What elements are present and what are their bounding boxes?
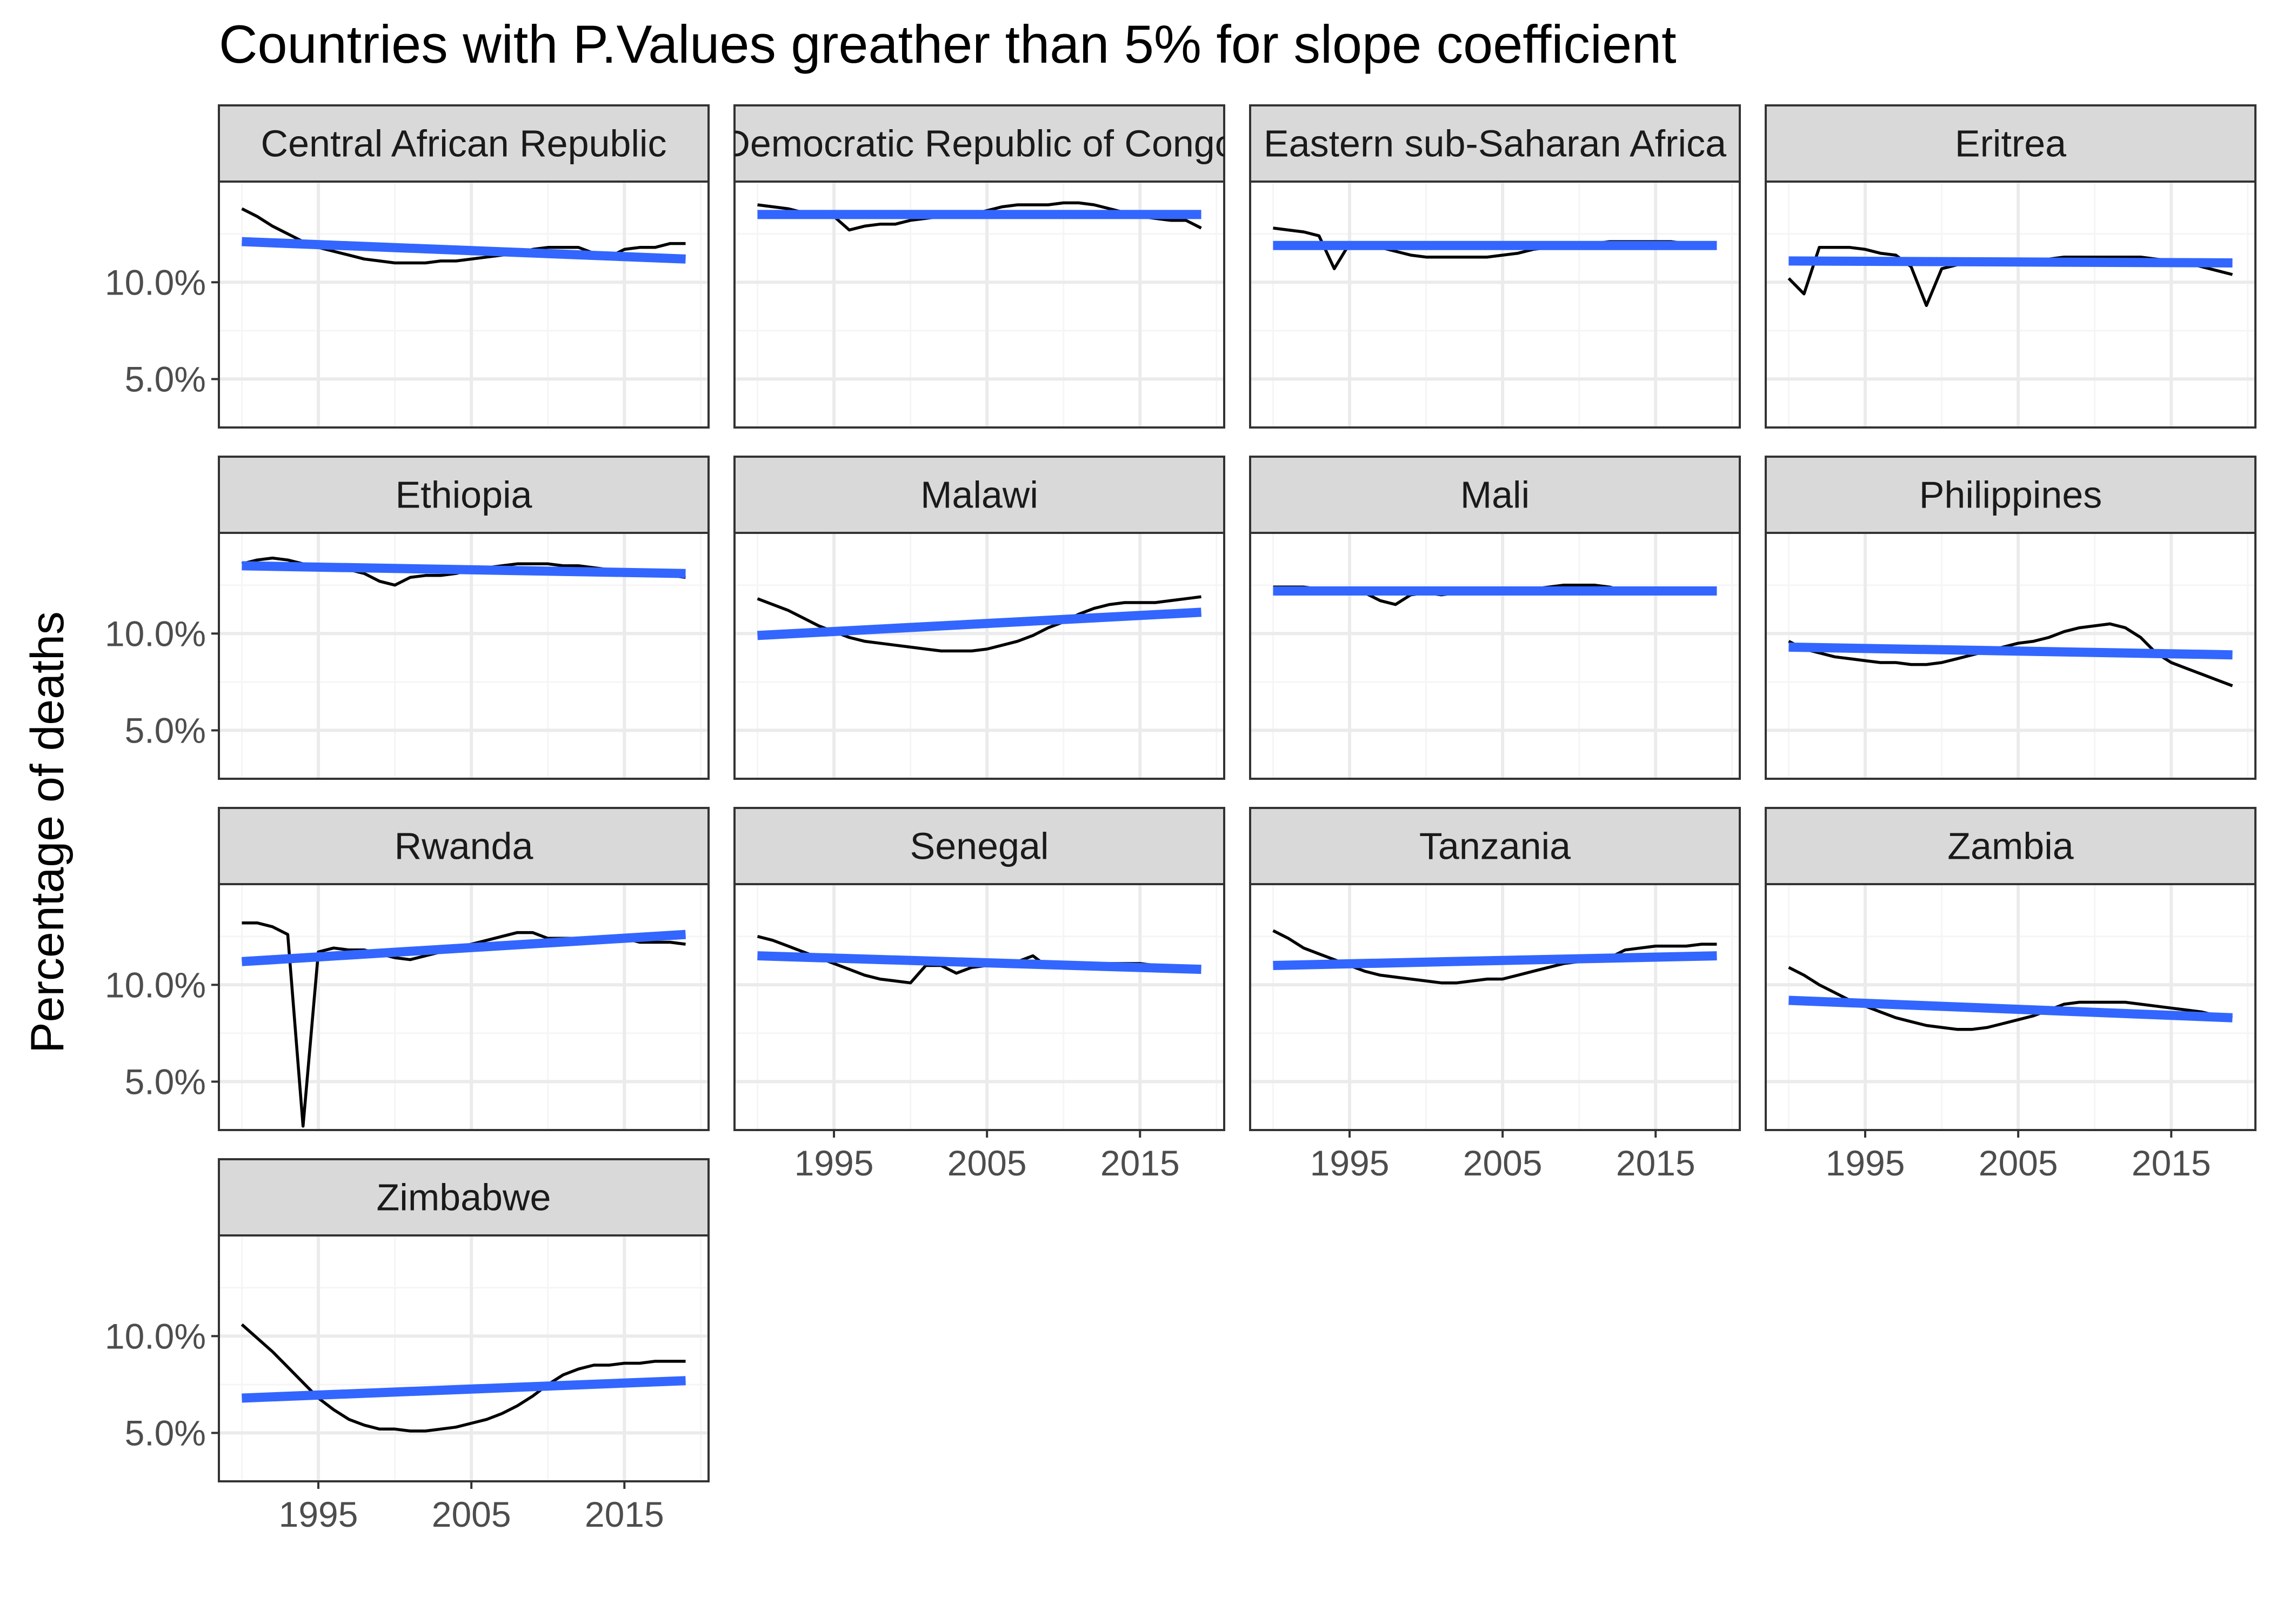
facet-strip: [1765, 807, 2256, 885]
y-tick-label: 10.0%: [105, 965, 206, 1005]
fit-line-zimbabwe: [242, 1376, 686, 1403]
facet-strip-label: Malawi: [920, 474, 1038, 516]
facet-panel-senegal: Senegal 1995 2005 2015: [733, 807, 1225, 1183]
x-tick-label: 1995: [794, 1143, 874, 1183]
x-tick-label: 2015: [1100, 1143, 1180, 1183]
fit-line-eritrea: [1788, 256, 2233, 268]
facet-strip-label: Central African Republic: [261, 123, 667, 165]
panel-background: [1250, 884, 1740, 1130]
panel-grid: [735, 884, 1224, 1130]
panel-grid: [1250, 182, 1740, 427]
panel-background: [735, 884, 1224, 1130]
panel-background: [1766, 182, 2255, 427]
panel-background: [219, 1235, 709, 1481]
facet-strip-label: Senegal: [910, 825, 1049, 867]
panel-background: [1250, 533, 1740, 779]
fit-line-senegal: [757, 951, 1201, 974]
fit-line-malawi: [757, 607, 1201, 640]
facet-strip: [1249, 104, 1741, 183]
x-tick-label: 2015: [2132, 1143, 2211, 1183]
facet-strip: [218, 807, 710, 885]
panel-grid: [1250, 533, 1740, 779]
y-tick-label: 5.0%: [125, 710, 206, 750]
x-tick-label: 2015: [1616, 1143, 1695, 1183]
facet-strip: [218, 1158, 710, 1237]
facet-strip: [1249, 807, 1741, 885]
facet-panel-rwanda: Rwanda 5.0% 10.0%: [105, 807, 710, 1131]
x-tick-label: 2005: [1463, 1143, 1543, 1183]
panel-grid: [735, 182, 1224, 427]
x-tick-label: 2005: [432, 1494, 511, 1534]
facet-panel-philippines: Philippines: [1765, 456, 2256, 780]
x-tick-label: 1995: [279, 1494, 358, 1534]
fit-line-philippines: [1788, 642, 2233, 660]
facet-panel-mali: Mali: [1249, 456, 1741, 780]
panel-background: [735, 182, 1224, 427]
facet-panel-malawi: Malawi: [733, 456, 1225, 780]
facet-strip: [733, 807, 1225, 885]
x-tick-label: 2005: [1979, 1143, 2058, 1183]
facet-strip: [218, 104, 710, 183]
facet-strip: [1765, 104, 2256, 183]
x-tick-label: 2015: [585, 1494, 664, 1534]
fit-line-rwanda: [241, 930, 686, 966]
fit-line-tanzania: [1273, 951, 1717, 970]
y-tick-label: 10.0%: [105, 262, 206, 302]
facet-strip: [1249, 456, 1741, 534]
facet-panel-ethiopia: Ethiopia 5.0% 10.0%: [105, 456, 710, 780]
y-tick-label: 5.0%: [125, 1061, 206, 1101]
facet-panel-democratic-republic-of-congo: Democratic Republic of Congo: [723, 104, 1236, 429]
panel-background: [735, 533, 1224, 779]
y-tick-label: 5.0%: [125, 359, 206, 399]
facet-strip-label: Eastern sub-Saharan Africa: [1264, 123, 1726, 165]
facet-strip: [733, 104, 1225, 183]
facet-panel-eastern-sub-saharan-africa: Eastern sub-Saharan Africa: [1249, 104, 1741, 429]
x-tick-label: 1995: [1826, 1143, 1905, 1183]
facet-panel-tanzania: Tanzania 1995 2005 2015: [1249, 807, 1741, 1183]
chart-title: Countries with P.Values greather than 5%…: [219, 14, 1677, 74]
facet-strip-label: Zambia: [1947, 825, 2073, 867]
facet-panels: Central African Republic 5.0% 10.0% Democra…: [105, 104, 2256, 1534]
facet-panel-zimbabwe: Zimbabwe 5.0% 10.0% 1995 2005 2015: [105, 1158, 710, 1534]
facet-strip-label: Ethiopia: [396, 474, 532, 516]
y-tick-label: 5.0%: [125, 1413, 206, 1453]
y-tick-label: 10.0%: [105, 613, 206, 653]
facet-panel-zambia: Zambia 1995 2005 2015: [1765, 807, 2256, 1183]
facet-panel-eritrea: Eritrea: [1765, 104, 2256, 429]
facet-strip-label: Tanzania: [1419, 825, 1571, 867]
facet-strip-label: Democratic Republic of Congo: [723, 123, 1236, 165]
facet-strip-label: Mali: [1460, 474, 1530, 516]
facet-strip-label: Philippines: [1919, 474, 2102, 516]
facet-strip: [733, 456, 1225, 534]
y-tick-label: 10.0%: [105, 1316, 206, 1356]
x-tick-label: 1995: [1310, 1143, 1390, 1183]
fit-line-ethiopia: [242, 561, 686, 578]
x-tick-label: 2005: [947, 1143, 1027, 1183]
panel-grid: [219, 182, 709, 427]
fit-line-zambia: [1788, 995, 2233, 1022]
facet-panel-central-african-republic: Central African Republic 5.0% 10.0%: [105, 104, 710, 429]
panel-grid: [1766, 182, 2255, 427]
panel-background: [219, 182, 709, 427]
panel-grid: [1250, 884, 1740, 1130]
facet-strip-label: Eritrea: [1955, 123, 2066, 165]
facet-strip: [1765, 456, 2256, 534]
facet-strip-label: Rwanda: [395, 825, 533, 867]
panel-background: [1250, 182, 1740, 427]
y-axis-label: Percentage of deaths: [22, 611, 74, 1053]
fit-line-central-african-republic: [242, 237, 686, 264]
facet-strip: [218, 456, 710, 534]
facet-strip-label: Zimbabwe: [377, 1177, 551, 1219]
